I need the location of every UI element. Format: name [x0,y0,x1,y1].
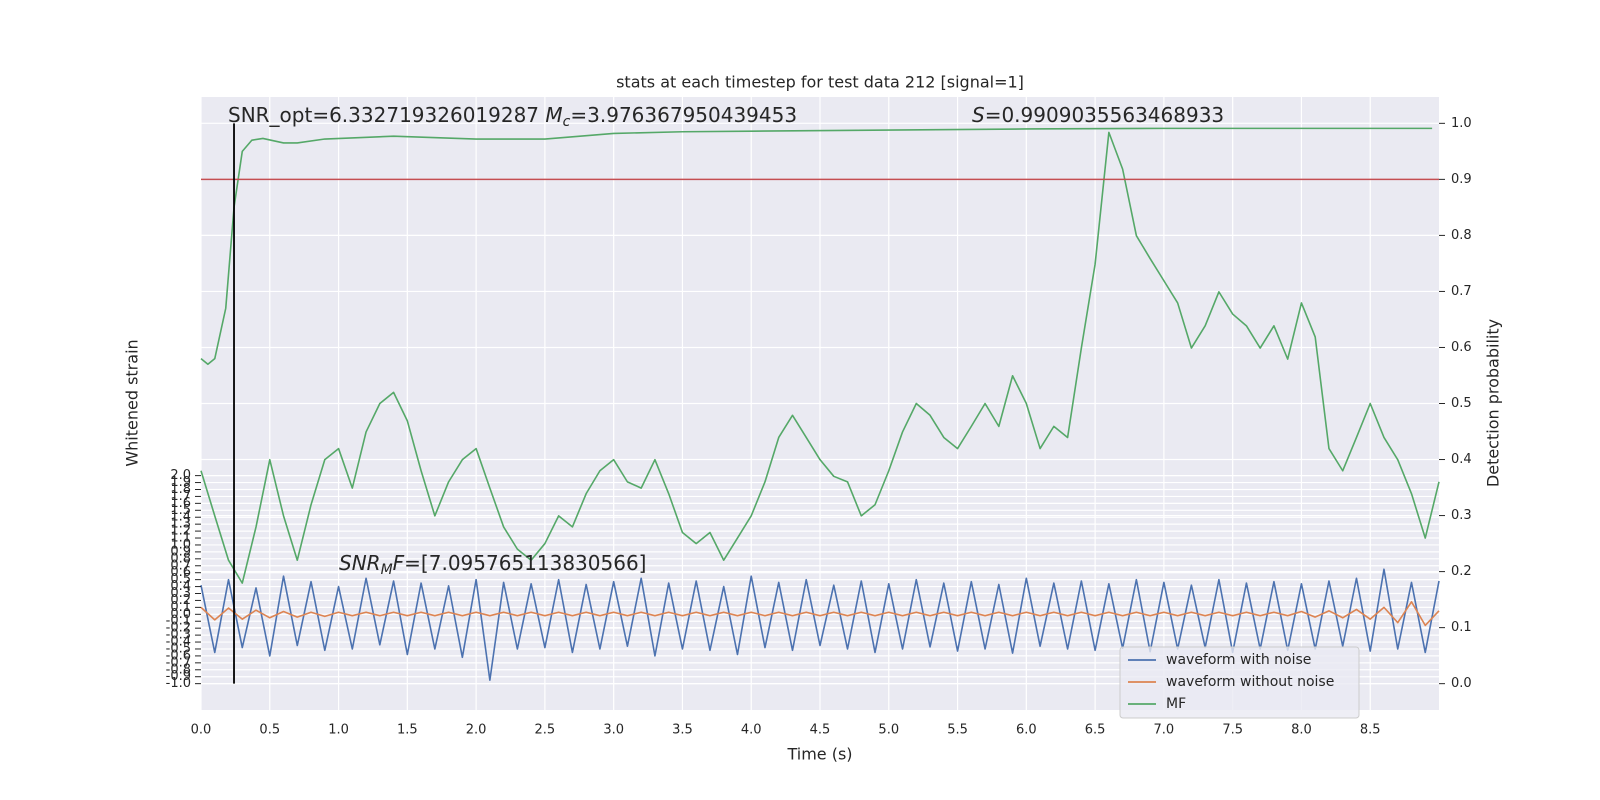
y2-tick-label: 0.1 [1451,620,1472,635]
legend-label: MF [1166,696,1186,712]
y2-axis-label: Detection probability [1484,319,1503,487]
x-tick-label: 2.0 [466,723,487,738]
y-tick-label: -1.0 [166,676,191,691]
x-tick-label: 2.5 [535,723,556,738]
y-tick-label: -0.2 [166,621,191,636]
y-tick-label: -0.6 [166,648,191,663]
y2-tick-label: 0.0 [1451,676,1472,691]
x-tick-label: 1.5 [397,723,418,738]
x-tick-label: 5.5 [947,723,968,738]
annotation: SNRMF=[7.095765113830566] [339,551,647,579]
annotation-part: M [381,562,393,578]
x-axis-label: Time (s) [786,745,852,764]
y-tick-label: -0.4 [166,635,191,650]
y-tick-label: 0.6 [170,565,191,580]
y2-tick-label: 0.2 [1451,564,1472,579]
y-tick-label: 0.9 [170,544,191,559]
y-tick-label: 0.1 [170,600,191,615]
y-tick-label: -0.8 [166,662,191,677]
y-tick-label: -0.7 [166,655,191,670]
y2-tick-label: 0.5 [1451,396,1472,411]
annotation-part: M [545,103,562,127]
y2-tick-label: 0.3 [1451,508,1472,523]
x-tick-label: 8.5 [1360,723,1381,738]
annotation-part: =0.9909035563468933 [985,103,1224,127]
y-tick-label: 1.3 [170,517,191,532]
chart-title: stats at each timestep for test data 212… [616,73,1024,92]
series-line [200,131,1440,584]
y2-tick-label: 0.6 [1451,340,1472,355]
y-tick-label: 0.7 [170,558,191,573]
legend: waveform with noise waveform without nois… [1119,646,1360,719]
legend-label: waveform without noise [1166,674,1334,690]
y-tick-label: 1.4 [170,510,191,525]
y-tick-label: 1.5 [170,503,191,518]
annotation-part: F [393,551,405,575]
y-tick-label: -0.1 [166,614,191,629]
y2-tick-label: 0.7 [1451,284,1472,299]
x-tick-label: 7.5 [1222,723,1243,738]
x-tick-label: 6.5 [1085,723,1106,738]
annotation: S=0.9909035563468933 [972,103,1224,127]
x-tick-label: 4.0 [741,723,762,738]
y-tick-label: 0.3 [170,586,191,601]
legend-box [1119,646,1360,719]
annotation-part: SNR_opt=6.332719326019287 [228,103,545,127]
x-tick-label: 3.0 [603,723,624,738]
x-tick-label: 5.0 [878,723,899,738]
x-tick-label: 0.0 [191,723,212,738]
y2-tick-label: 0.8 [1451,228,1472,243]
x-tick-label: 8.0 [1291,723,1312,738]
annotation-part: S [972,103,985,127]
y-tick-label: 1.7 [170,489,191,504]
annotation: SNR_opt=6.332719326019287 Mc=3.976367950… [228,103,797,131]
series-line [200,127,1433,366]
y-tick-label: 0.4 [170,579,191,594]
annotation-part: c [563,114,571,130]
y-tick-label: 1.6 [170,496,191,511]
x-tick-label: 3.5 [672,723,693,738]
y-axis-label: Whitened strain [123,339,142,466]
x-tick-label: 0.5 [259,723,280,738]
annotation-part: =[7.095765113830566] [404,551,646,575]
y-tick-label: 0.5 [170,572,191,587]
x-tick-label: 7.0 [1154,723,1175,738]
x-tick-label: 4.5 [810,723,831,738]
y-tick-label: 2.0 [170,468,191,483]
y-tick-label: -0.3 [166,628,191,643]
y2-tick-label: 0.4 [1451,452,1472,467]
x-tick-label: 1.0 [328,723,349,738]
y2-tick-label: 0.9 [1451,172,1472,187]
y-tick-label: -0.9 [166,669,191,684]
labels: 0.0 0.5 1.0 1.5 2.0 2.5 3.0 3.5 4.0 4.5 5.0 5.5 6.0 6… [166,103,1472,738]
y-tick-label: 1.1 [170,531,191,546]
y-tick-label: -0.5 [166,641,191,656]
x-tick-label: 6.0 [1016,723,1037,738]
y2-tick-label: 1.0 [1451,116,1472,131]
y-tick-label: 0.0 [170,607,191,622]
y-tick-label: 0.8 [170,551,191,566]
annotation-part: SNR [339,551,381,575]
y-tick-label: 1.8 [170,482,191,497]
y-tick-label: 1.2 [170,524,191,539]
y-tick-label: 1.9 [170,475,191,490]
annotation-part: =3.976367950439453 [570,103,797,127]
y-tick-label: 0.2 [170,593,191,608]
series-line [200,601,1440,627]
y-tick-label: 1.0 [170,537,191,552]
legend-label: waveform with noise [1166,652,1311,668]
